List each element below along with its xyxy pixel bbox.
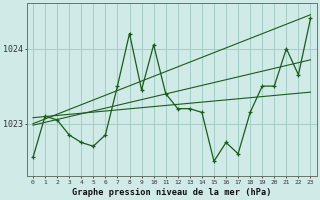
X-axis label: Graphe pression niveau de la mer (hPa): Graphe pression niveau de la mer (hPa)	[72, 188, 271, 197]
